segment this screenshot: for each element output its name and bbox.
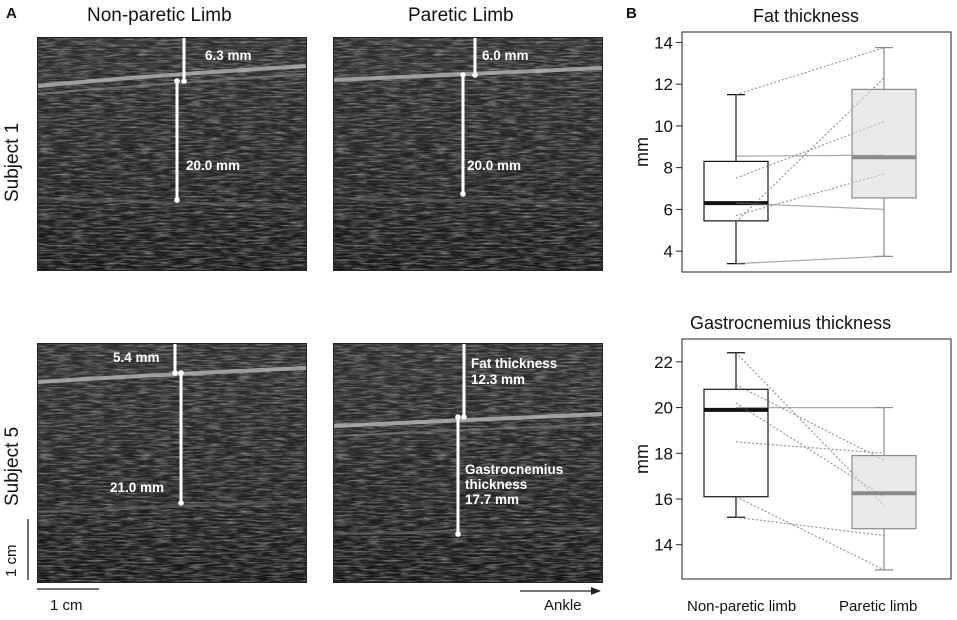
meas-s1-paretic-gastro: 20.0 mm — [467, 158, 522, 173]
paired-line-overlay-7 — [735, 47, 885, 96]
paired-line-overlay-4 — [735, 77, 885, 223]
box-nonparetic — [703, 388, 769, 498]
y-tick-label: 12 — [654, 75, 673, 94]
chart-2-title: Gastrocnemius thickness — [690, 313, 892, 333]
ultrasound-s5-paretic: Fat thickness 12.3 mm Gastrocnemius thic… — [333, 343, 603, 583]
y-tick-label: 8 — [664, 159, 673, 178]
paired-line-overlay-4 — [735, 352, 885, 507]
scalebar-horizontal-label: 1 cm — [50, 597, 83, 614]
y-tick-label: 4 — [664, 242, 673, 261]
y-tick-label: 14 — [654, 536, 673, 555]
plot-frame-2 — [681, 338, 952, 580]
meas-s5-paretic-gastro-label-1: Gastrocnemius — [465, 462, 564, 477]
box-paretic — [851, 88, 917, 199]
paired-line-overlay-1 — [735, 255, 885, 265]
ultrasound-s1-nonparetic: 6.3 mm 20.0 mm — [37, 37, 307, 271]
box-nonparetic — [703, 160, 769, 222]
y-tick-label: 6 — [664, 200, 673, 219]
meas-s1-paretic-fat: 6.0 mm — [482, 48, 529, 63]
panel-a-letter: A — [6, 5, 17, 22]
y-tick-label: 16 — [654, 490, 673, 509]
y-tick-label: 22 — [654, 353, 673, 372]
xlabel-nonparetic: Non-paretic limb — [687, 598, 797, 615]
y-axis-label: mm — [632, 137, 652, 167]
meas-s5-paretic-fat-value: 12.3 mm — [471, 372, 526, 387]
meas-s1-nonparetic-fat: 6.3 mm — [205, 48, 252, 63]
xlabel-paretic: Paretic limb — [839, 598, 918, 615]
chart-1-title: Fat thickness — [753, 6, 860, 26]
ankle-label: Ankle — [544, 597, 582, 614]
gastrocnemius-thickness-chart: 14 16 18 20 22 mm — [632, 338, 952, 580]
y-tick-label: 14 — [654, 33, 673, 52]
meas-s5-nonparetic-gastro: 21.0 mm — [110, 480, 165, 495]
scale-bars — [27, 519, 601, 595]
col-title-nonparetic: Non-paretic Limb — [87, 5, 232, 26]
y-tick-label: 18 — [654, 444, 673, 463]
meas-s5-paretic-gastro-value: 17.7 mm — [465, 492, 520, 507]
paired-line-overlay-3 — [735, 384, 885, 461]
ultrasound-s5-nonparetic: 5.4 mm 21.0 mm — [37, 343, 307, 583]
paired-line-overlay-7 — [735, 496, 885, 571]
scalebar-vertical-label: 1 cm — [3, 544, 20, 577]
paired-line-overlay-2 — [735, 441, 885, 454]
fat-thickness-chart: 4 6 8 10 12 14 mm — [632, 31, 952, 273]
ultrasound-s1-paretic: 6.0 mm 20.0 mm — [333, 37, 603, 271]
panel-b-letter: B — [626, 5, 637, 22]
paired-line-overlay-6 — [735, 173, 885, 217]
y-axis-label: mm — [632, 444, 652, 474]
meas-s1-nonparetic-gastro: 20.0 mm — [186, 158, 241, 173]
ankle-arrow-head — [591, 587, 601, 595]
col-title-paretic: Paretic Limb — [408, 5, 514, 26]
meas-s5-paretic-fat-label: Fat thickness — [471, 356, 558, 371]
paired-line-2 — [735, 441, 885, 454]
meas-s5-nonparetic-fat: 5.4 mm — [113, 350, 160, 365]
paired-line-overlay-2 — [735, 202, 885, 210]
paired-line-overlay-6 — [735, 516, 885, 537]
y-tick-label: 20 — [654, 399, 673, 418]
meas-s5-paretic-gastro-label-2: thickness — [465, 477, 528, 492]
plot-frame-1 — [681, 31, 952, 273]
paired-line-overlay-5 — [735, 402, 885, 498]
y-tick-label: 10 — [654, 117, 673, 136]
paired-line-overlay-3 — [735, 154, 885, 157]
